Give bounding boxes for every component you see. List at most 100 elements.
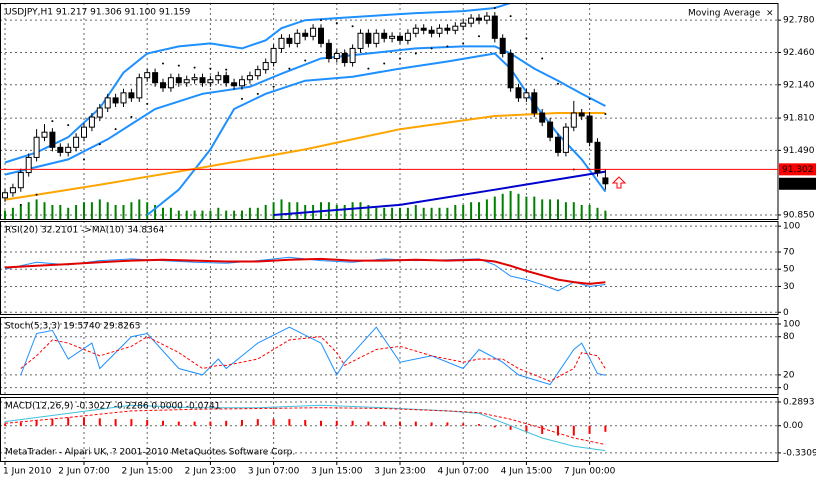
y-tick-label: 30 (783, 282, 795, 292)
candle-body (33, 136, 40, 158)
indicator-line (4, 404, 606, 452)
candle-body (523, 92, 530, 99)
candle-body (254, 69, 261, 77)
indicator-line (4, 257, 606, 285)
candle-body (389, 35, 396, 39)
candle-body (468, 17, 475, 24)
candle-body (223, 75, 230, 84)
candle-body (183, 79, 190, 84)
sar-dot (367, 67, 370, 70)
y-tick-label: 0 (783, 308, 789, 318)
candle-body (104, 97, 111, 109)
candle-body (9, 187, 16, 194)
sar-dot (256, 92, 259, 95)
candle-body (420, 27, 427, 31)
candle-body (381, 32, 388, 39)
y-tick-label: 92.460 (783, 48, 815, 58)
sar-dot (414, 52, 417, 55)
sar-dot (335, 22, 338, 25)
candle-body (175, 77, 182, 84)
sar-dot (509, 15, 512, 18)
candle-body (144, 72, 151, 79)
y-tick-label: 92.140 (783, 80, 815, 90)
indicator-name: Moving Average (688, 9, 761, 19)
candle-body (515, 87, 522, 99)
y-tick-label: 100 (783, 320, 800, 330)
sar-dot (19, 203, 22, 206)
candle-body (152, 72, 159, 84)
candle-body (278, 37, 285, 49)
x-tick-label: 4 Jun 07:00 (437, 467, 489, 477)
candle-body (562, 126, 569, 153)
candle-body (365, 32, 372, 44)
candle-body (531, 92, 538, 114)
sar-dot (478, 35, 480, 38)
x-tick-label: 1 Jun 2010 (3, 467, 52, 477)
candle-body (191, 77, 198, 81)
panel-frame (0, 221, 779, 315)
sar-dot (604, 113, 607, 116)
panel-title: RSI(20) 32.2101 ->MA(10) 34.8364 (5, 226, 165, 236)
sar-dot (114, 128, 117, 131)
candle-body (270, 47, 277, 64)
price-level-box (779, 163, 816, 176)
candle-body (88, 116, 95, 128)
candle-body (444, 27, 451, 31)
x-tick-label: 2 Jun 07:00 (58, 467, 110, 477)
candle-body (120, 92, 127, 104)
candle-body (452, 25, 459, 31)
y-tick-label: 92.780 (783, 16, 815, 26)
y-tick-label: 91.810 (783, 114, 815, 124)
candle-body (207, 79, 214, 84)
sar-dot (541, 57, 544, 60)
plot-area (1, 222, 778, 314)
candle-body (2, 192, 8, 199)
candle-body (483, 15, 490, 21)
y-tick-label: 90.850 (783, 210, 815, 220)
sar-dot (525, 37, 528, 40)
sar-dot (351, 25, 354, 28)
sar-dot (98, 143, 101, 146)
candle-body (555, 136, 561, 153)
plot-area (1, 398, 778, 461)
candle-body (333, 52, 340, 60)
sar-dot (83, 158, 85, 161)
panel-title: USDJPY,H1 91.217 91.306 91.100 91.159 (5, 8, 191, 18)
y-tick-label: 50 (783, 265, 795, 275)
close-button: × (766, 9, 774, 19)
sar-dot (209, 67, 212, 70)
candle-body (318, 27, 324, 44)
candle-body (412, 27, 419, 34)
sar-dot (162, 62, 164, 65)
candle-body (81, 126, 87, 138)
footer: MetaTrader - Alpari UK, ? 2001-2010 Meta… (5, 448, 295, 458)
price-level-label: 91.302 (782, 165, 814, 175)
plot-area (1, 4, 778, 219)
indicator-line (20, 336, 606, 382)
candle-body (160, 82, 166, 89)
candle-body (286, 37, 293, 44)
candle-body (578, 112, 585, 117)
sar-dot (493, 7, 496, 10)
panel-title: Stoch(5,3,3) 19.5740 29.8263 (5, 322, 140, 332)
candle-body (302, 32, 309, 37)
x-tick-label: 3 Jun 15:00 (311, 467, 363, 477)
candle-body (57, 146, 64, 153)
candle-body (547, 121, 554, 138)
y-tick-label: 91.490 (783, 146, 815, 156)
overlay-line (4, 112, 606, 201)
y-tick-label: 100 (783, 222, 800, 232)
candle-body (128, 92, 135, 99)
panel-frame (0, 3, 779, 220)
candle-body (73, 136, 80, 148)
overlay-line (4, 4, 511, 164)
y-tick-label: -0.3309 (783, 448, 816, 458)
candle-body (404, 32, 411, 41)
sar-dot (241, 97, 243, 100)
candle-body (397, 35, 403, 41)
alert-arrow (611, 176, 627, 189)
candle-body (17, 172, 24, 189)
sar-dot (320, 19, 322, 22)
candle-body (215, 75, 222, 81)
